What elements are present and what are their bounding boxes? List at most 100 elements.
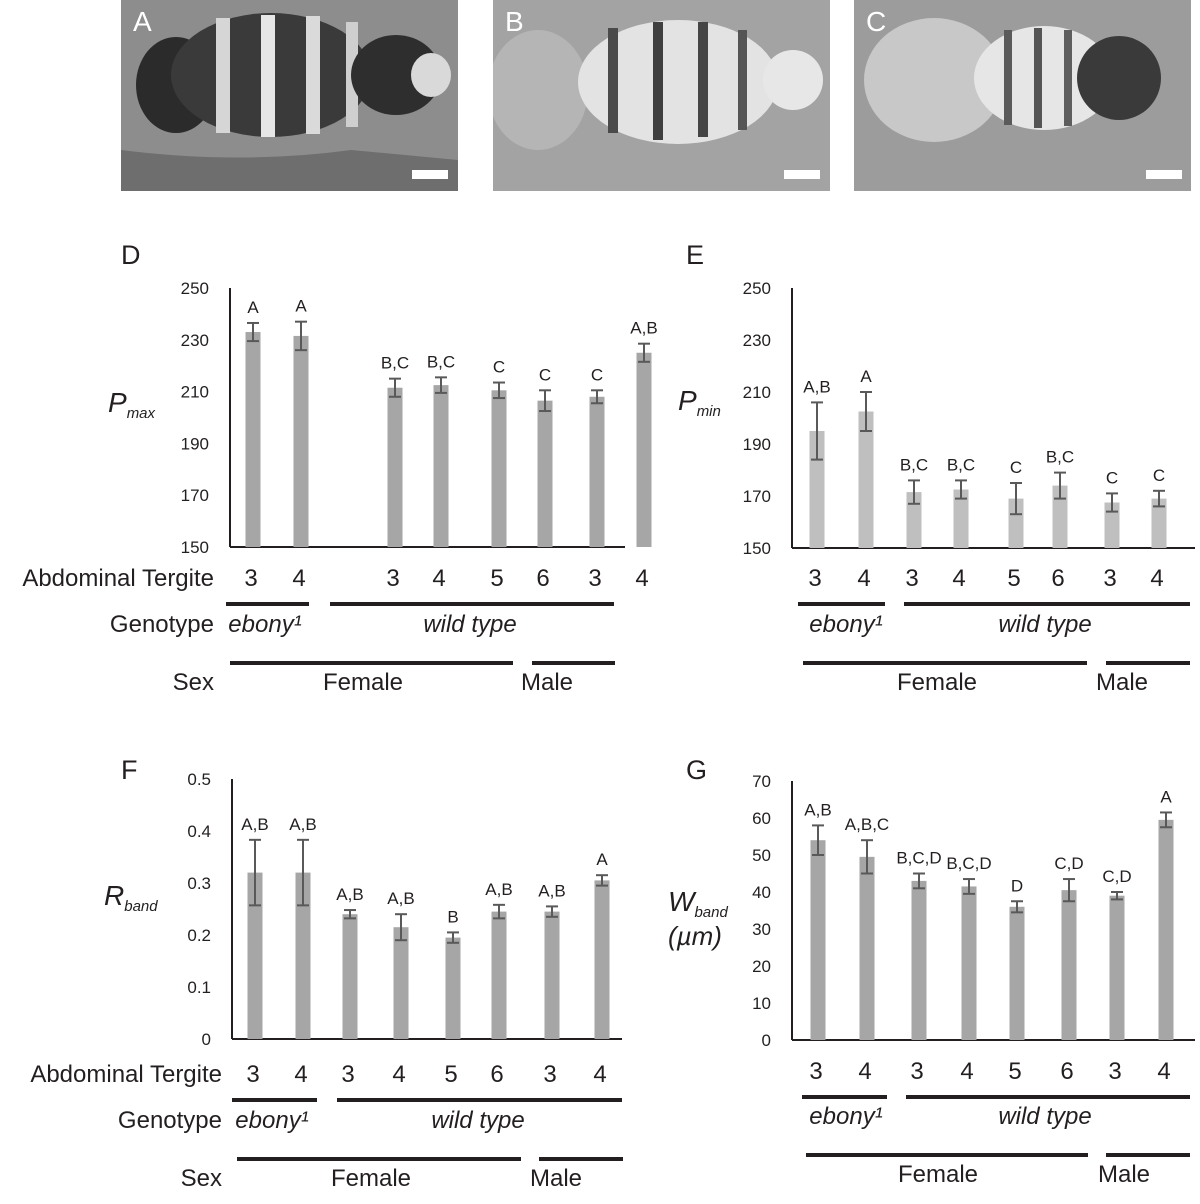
y-tick-label: 20: [752, 957, 771, 976]
y-axis-label: Wband: [668, 886, 728, 921]
y-tick-label: 150: [743, 539, 771, 558]
y-tick-label: 0.1: [187, 978, 211, 997]
tergite-label: 6: [490, 1061, 503, 1088]
bar: [1158, 819, 1174, 1040]
fly-abdomen-male-image: [854, 0, 1191, 191]
tergite-label: 3: [1108, 1058, 1121, 1085]
significance-label: C: [591, 365, 603, 384]
tergite-label: 5: [1007, 565, 1020, 592]
y-axis-label-main: P: [678, 385, 697, 416]
bar: [1151, 498, 1167, 548]
bar: [594, 880, 610, 1039]
y-tick-label: 50: [752, 846, 771, 865]
photo-label-a: A: [133, 6, 152, 37]
genotype-group-label: ebony¹: [228, 611, 301, 638]
sex-group-label: Male: [530, 1165, 582, 1192]
significance-label: C,D: [1102, 867, 1131, 886]
significance-label: A,B: [387, 889, 414, 908]
bar: [858, 411, 874, 548]
bar: [537, 400, 553, 547]
significance-label: B,C: [1046, 448, 1074, 467]
bar: [387, 387, 403, 547]
significance-label: A,B: [538, 881, 565, 900]
significance-label: A,B: [336, 885, 363, 904]
bar: [491, 911, 507, 1039]
bar: [1052, 485, 1068, 548]
y-tick-label: 30: [752, 920, 771, 939]
significance-label: A,B: [241, 815, 268, 834]
bar: [1109, 895, 1125, 1040]
y-tick-label: 170: [181, 486, 209, 505]
photo-panel-b: B: [493, 0, 830, 191]
y-axis-unit: (µm): [668, 921, 722, 951]
bar: [810, 840, 826, 1040]
tergite-label: 4: [635, 565, 648, 592]
photo-label-b: B: [505, 6, 524, 37]
genotype-group-label: wild type: [423, 611, 516, 638]
tergite-label: 3: [905, 565, 918, 592]
sex-group-label: Male: [521, 669, 573, 696]
bar: [491, 390, 507, 547]
y-tick-label: 230: [743, 331, 771, 350]
tergite-label: 4: [960, 1058, 973, 1085]
scale-bar: [412, 170, 448, 179]
tergite-label: 3: [246, 1061, 259, 1088]
bar: [911, 880, 927, 1040]
tergite-label: 3: [386, 565, 399, 592]
y-tick-label: 190: [743, 435, 771, 454]
photo-label-c: C: [866, 6, 887, 37]
y-tick-label: 10: [752, 994, 771, 1013]
y-tick-label: 230: [181, 331, 209, 350]
bar: [433, 385, 449, 547]
fly-abdomen-light-image: [493, 0, 830, 191]
bar: [293, 335, 309, 547]
tergite-label: 4: [292, 565, 305, 592]
y-axis-label-sub: band: [694, 904, 728, 921]
significance-label: A: [247, 298, 259, 317]
tergite-label: 3: [341, 1061, 354, 1088]
bar: [1104, 502, 1120, 548]
significance-label: C: [539, 365, 551, 384]
tergite-label: 5: [490, 565, 503, 592]
significance-label: B,C,D: [946, 854, 991, 873]
y-tick-label: 0: [762, 1031, 771, 1050]
y-tick-label: 0.3: [187, 874, 211, 893]
bar: [295, 872, 311, 1039]
tergite-label: 3: [809, 1058, 822, 1085]
tergite-label: 4: [432, 565, 445, 592]
significance-label: B,C: [427, 352, 455, 371]
tergite-label: 3: [588, 565, 601, 592]
y-tick-label: 250: [743, 279, 771, 298]
genotype-group-label: ebony¹: [235, 1107, 308, 1134]
scale-bar: [784, 170, 820, 179]
sex-group-label: Male: [1098, 1161, 1150, 1188]
y-axis-label-main: W: [668, 886, 697, 917]
row-label-tergite: Abdominal Tergite: [30, 1061, 222, 1088]
tergite-label: 3: [808, 565, 821, 592]
bar: [953, 489, 969, 548]
tergite-label: 6: [1051, 565, 1064, 592]
bar: [589, 396, 605, 547]
significance-label: C,D: [1054, 854, 1083, 873]
bar: [393, 927, 409, 1039]
y-axis-label-sub: band: [124, 898, 158, 915]
y-axis-label-main: R: [104, 880, 124, 911]
y-tick-label: 150: [181, 538, 209, 557]
tergite-label: 4: [858, 1058, 871, 1085]
y-tick-label: 40: [752, 883, 771, 902]
genotype-group-label: ebony¹: [809, 611, 882, 638]
y-tick-label: 210: [181, 383, 209, 402]
fly-abdomen-dark-image: [121, 0, 458, 191]
bar: [342, 914, 358, 1039]
y-axis-label-sub: min: [697, 403, 721, 420]
tergite-label: 3: [543, 1061, 556, 1088]
panel-label-e: E: [686, 240, 705, 270]
significance-label: A,B: [289, 815, 316, 834]
panel-label-d: D: [121, 240, 141, 270]
sex-group-label: Female: [331, 1165, 411, 1192]
tergite-label: 4: [952, 565, 965, 592]
panel-label-g: G: [686, 755, 708, 785]
genotype-group-label: wild type: [431, 1107, 524, 1134]
tergite-label: 4: [1150, 565, 1163, 592]
tergite-label: 4: [1157, 1058, 1170, 1085]
